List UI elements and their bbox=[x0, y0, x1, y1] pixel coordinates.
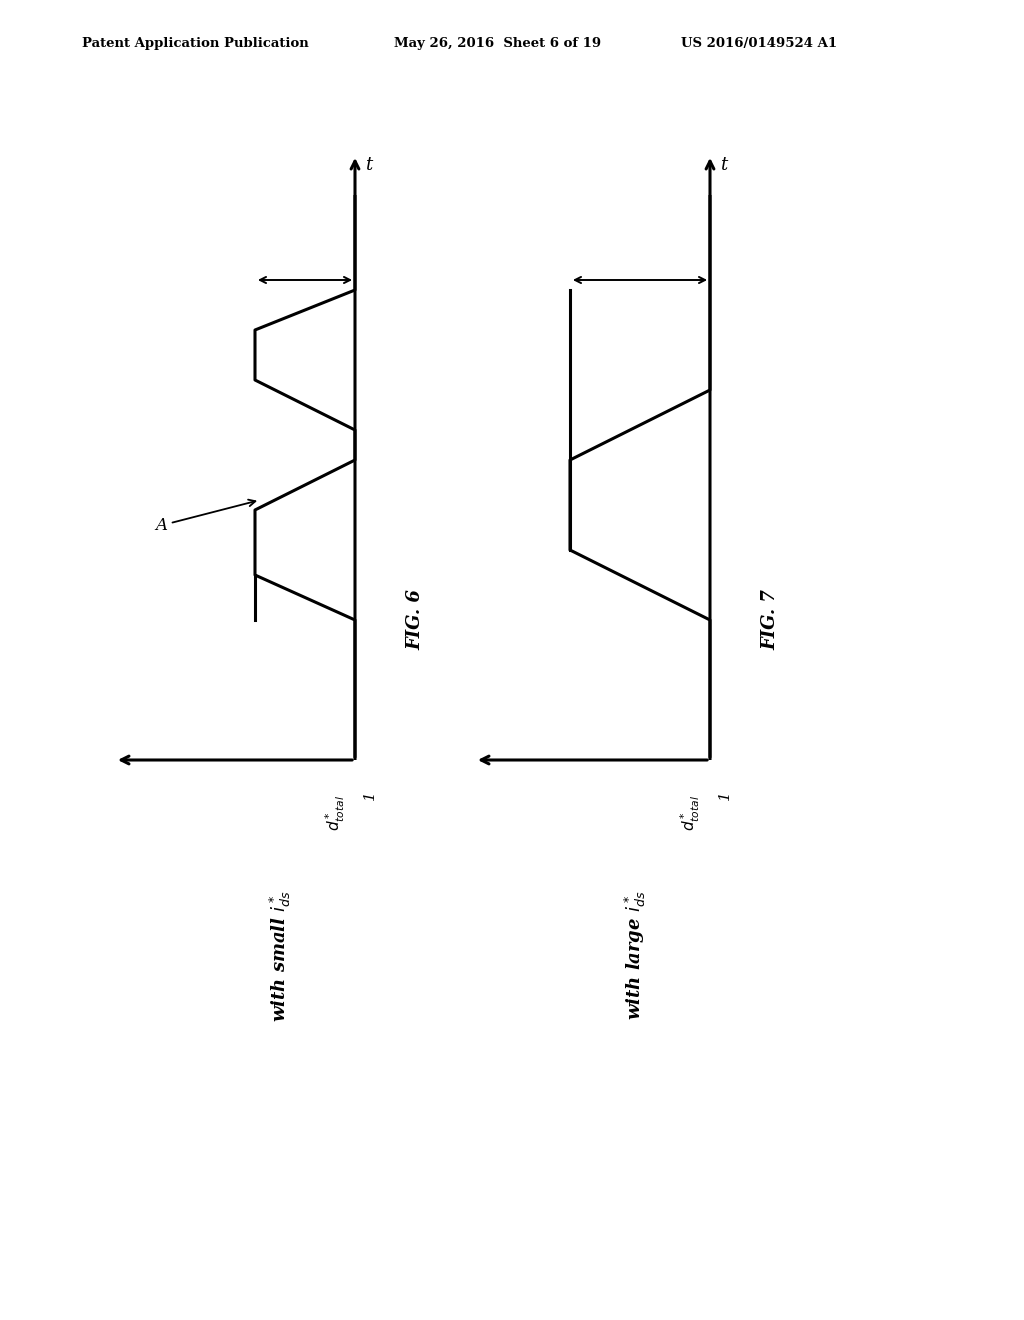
Text: with small $i_{ds}^*$: with small $i_{ds}^*$ bbox=[267, 890, 293, 1022]
Text: t: t bbox=[365, 156, 373, 174]
Text: A: A bbox=[155, 500, 255, 535]
Text: FIG. 6: FIG. 6 bbox=[406, 590, 424, 651]
Text: 1: 1 bbox=[718, 789, 732, 800]
Text: with large $i_{ds}^*$: with large $i_{ds}^*$ bbox=[623, 890, 647, 1019]
Text: t: t bbox=[720, 156, 727, 174]
Text: 1: 1 bbox=[362, 789, 377, 800]
Text: $d_{total}^*$: $d_{total}^*$ bbox=[678, 795, 701, 832]
Text: US 2016/0149524 A1: US 2016/0149524 A1 bbox=[681, 37, 837, 50]
Text: May 26, 2016  Sheet 6 of 19: May 26, 2016 Sheet 6 of 19 bbox=[394, 37, 601, 50]
Text: $d_{total}^*$: $d_{total}^*$ bbox=[324, 795, 346, 832]
Text: Patent Application Publication: Patent Application Publication bbox=[82, 37, 308, 50]
Text: FIG. 7: FIG. 7 bbox=[761, 590, 779, 651]
